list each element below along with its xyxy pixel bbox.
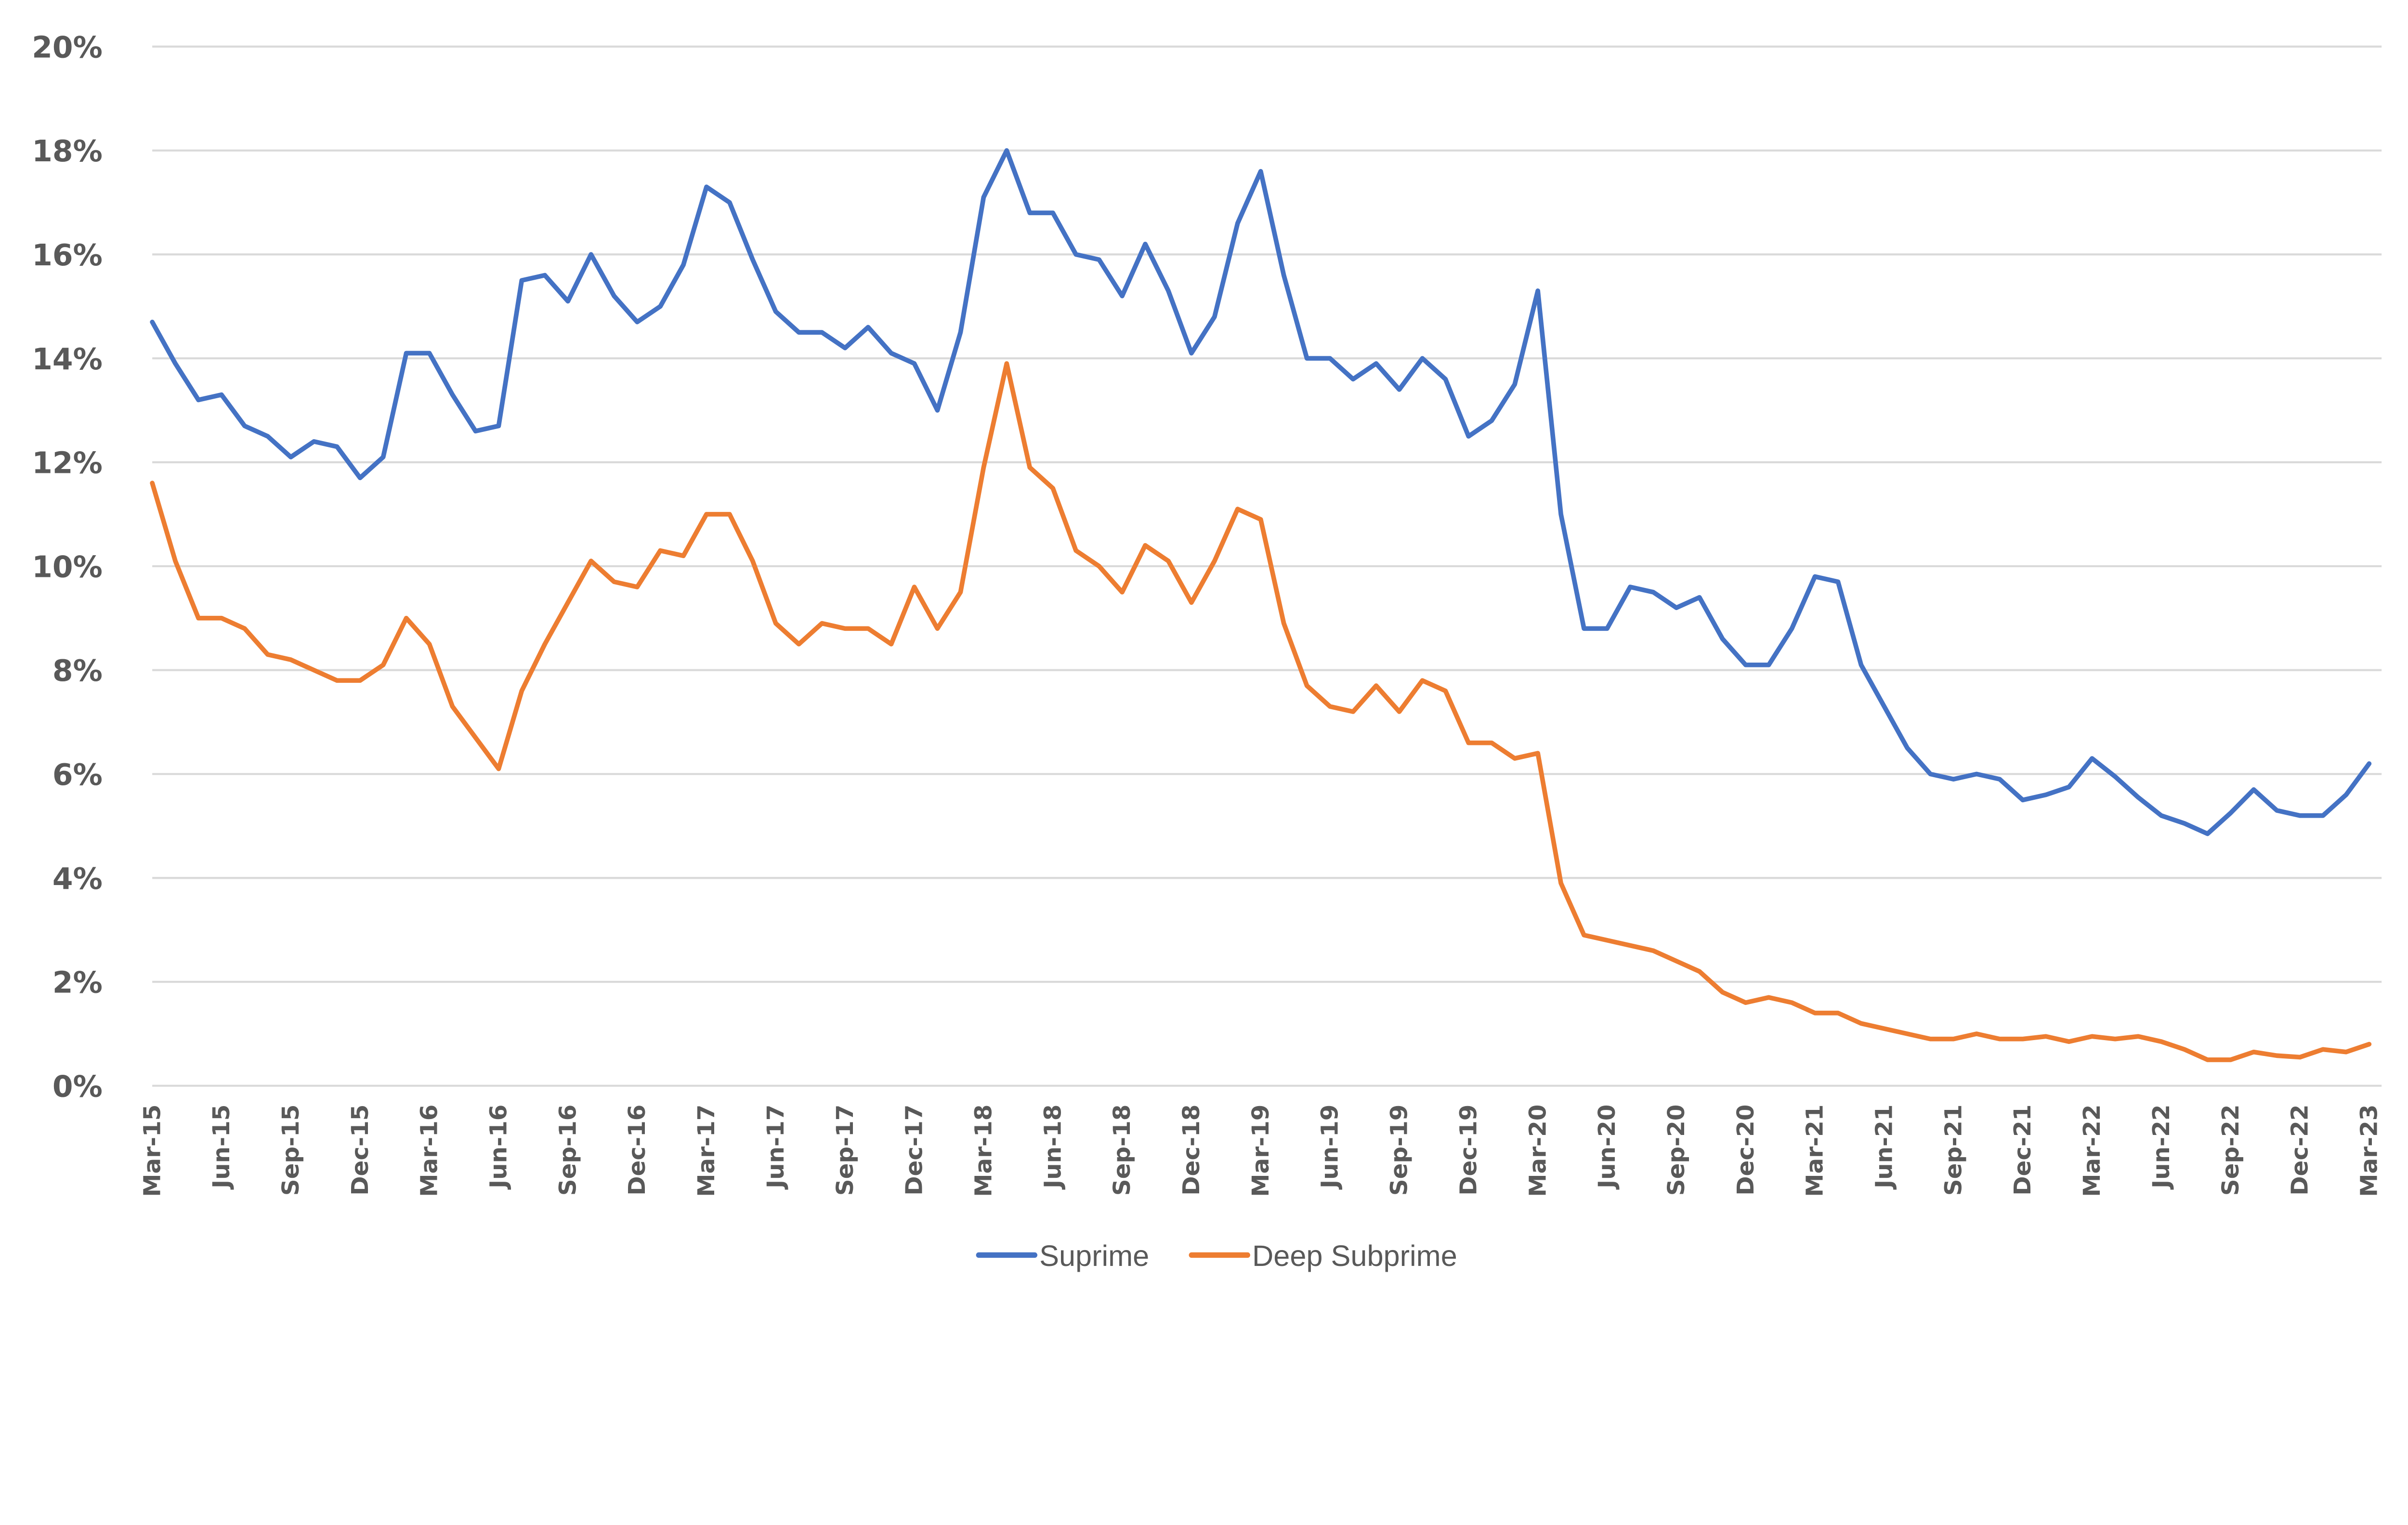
legend-label-suprime: Suprime [1039, 1239, 1149, 1272]
x-tick-label: Jun-22 [2148, 1105, 2175, 1190]
legend: Suprime Deep Subprime [976, 1239, 1457, 1272]
y-tick-label: 8% [52, 654, 103, 688]
x-tick-label: Sep-19 [1386, 1105, 1413, 1196]
x-tick-label: Mar-22 [2079, 1105, 2106, 1197]
x-tick-label: Jun-19 [1317, 1105, 1344, 1190]
x-tick-label: Mar-20 [1524, 1105, 1551, 1197]
x-tick-label: Mar-23 [2356, 1105, 2382, 1197]
x-tick-label: Mar-19 [1247, 1105, 1274, 1197]
y-tick-label: 2% [52, 966, 103, 1000]
y-tick-label: 14% [32, 342, 103, 377]
x-tick-label: Dec-19 [1455, 1105, 1482, 1196]
x-tick-label: Sep-15 [277, 1105, 304, 1196]
x-tick-label: Mar-16 [416, 1105, 443, 1197]
line-chart: 0% 2% 4% 6% 8% 10% 12% 14% 16% 18% 20% Mar-15 Jun-1… [32, 30, 2382, 1272]
x-tick-label: Sep-21 [1940, 1105, 1967, 1196]
x-tick-label: Jun-15 [208, 1105, 235, 1190]
x-tick-label: Dec-18 [1178, 1105, 1205, 1196]
x-tick-label: Jun-17 [762, 1105, 789, 1190]
y-tick-label: 18% [32, 134, 103, 169]
x-tick-label: Dec-20 [1732, 1105, 1759, 1196]
y-tick-label: 4% [52, 862, 103, 896]
y-tick-label: 10% [32, 550, 103, 584]
x-tick-label: Sep-22 [2217, 1105, 2244, 1196]
x-tick-label: Mar-17 [693, 1105, 720, 1197]
legend-label-deep-subprime: Deep Subprime [1252, 1239, 1457, 1272]
y-tick-label: 16% [32, 238, 103, 273]
x-tick-label: Sep-18 [1109, 1105, 1136, 1196]
x-tick-label: Dec-15 [347, 1105, 374, 1196]
x-tick-label: Dec-17 [901, 1105, 928, 1196]
x-tick-label: Sep-16 [554, 1105, 581, 1196]
x-tick-label: Jun-21 [1871, 1105, 1898, 1190]
x-tick-label: Jun-16 [485, 1105, 512, 1190]
x-axis-ticks: Mar-15 Jun-15 Sep-15 Dec-15 Mar-16 Jun-16 Sep-… [139, 1105, 2382, 1197]
x-tick-label: Mar-21 [1802, 1105, 1829, 1197]
series-line-suprime [150, 148, 2372, 836]
x-tick-label: Mar-15 [139, 1105, 166, 1197]
x-tick-label: Mar-18 [970, 1105, 997, 1197]
series-lines [150, 148, 2372, 1062]
y-tick-label: 6% [52, 758, 103, 792]
y-axis-ticks: 0% 2% 4% 6% 8% 10% 12% 14% 16% 18% 20% [32, 30, 103, 1104]
x-tick-label: Dec-16 [624, 1105, 651, 1196]
y-tick-label: 12% [32, 446, 103, 481]
x-tick-label: Jun-20 [1594, 1105, 1621, 1190]
x-tick-label: Sep-20 [1663, 1105, 1690, 1196]
x-tick-label: Sep-17 [832, 1105, 859, 1196]
gridlines [152, 45, 2382, 1087]
x-tick-label: Dec-21 [2009, 1105, 2036, 1196]
x-tick-label: Jun-18 [1039, 1105, 1066, 1190]
x-tick-label: Dec-22 [2287, 1105, 2314, 1196]
y-tick-label: 0% [52, 1069, 103, 1104]
y-tick-label: 20% [32, 30, 103, 65]
series-line-deep-subprime [150, 361, 2372, 1062]
